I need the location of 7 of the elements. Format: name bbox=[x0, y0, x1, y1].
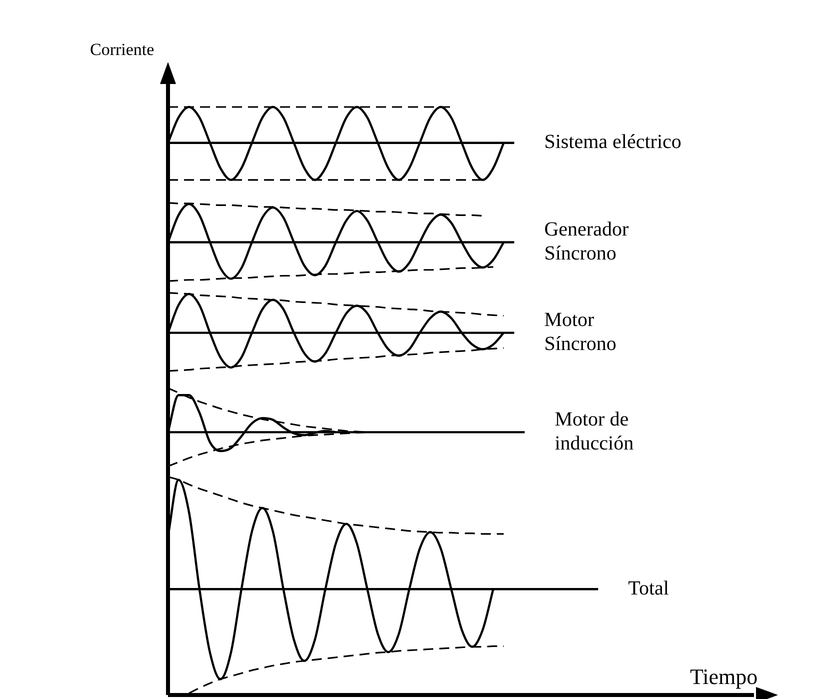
series-label: Sistema eléctrico bbox=[544, 131, 682, 154]
y-axis-title: Corriente bbox=[90, 40, 154, 60]
x-axis-title: Tiempo bbox=[690, 664, 758, 690]
series-label: Generador Síncrono bbox=[544, 218, 629, 264]
series-label: Motor de inducción bbox=[554, 408, 634, 454]
series-label: Total bbox=[628, 577, 670, 600]
series-label: Motor Síncrono bbox=[544, 309, 616, 356]
